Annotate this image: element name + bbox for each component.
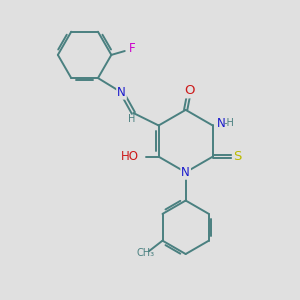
Text: F: F (129, 42, 135, 56)
Text: N: N (181, 166, 190, 179)
Text: N: N (217, 117, 225, 130)
Text: HO: HO (121, 150, 139, 163)
Text: S: S (233, 150, 241, 163)
Text: O: O (184, 84, 195, 98)
Text: CH₃: CH₃ (136, 248, 154, 258)
Text: H: H (128, 114, 136, 124)
Text: -H: -H (224, 118, 235, 128)
Text: N: N (117, 86, 126, 99)
